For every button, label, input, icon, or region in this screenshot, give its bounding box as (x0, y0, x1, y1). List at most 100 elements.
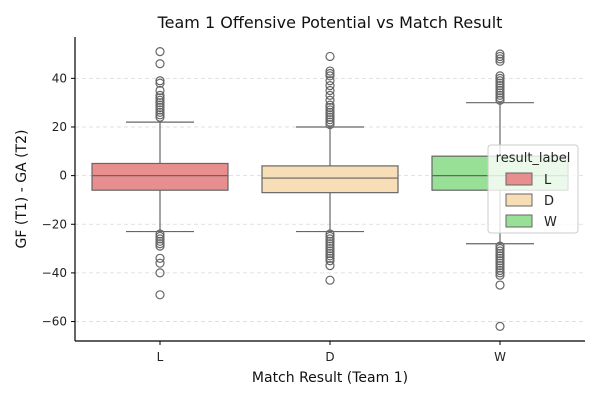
outlier-point (155, 93, 165, 103)
outlier-point (325, 85, 335, 96)
outlier-point (495, 78, 505, 88)
outlier-point (325, 95, 335, 105)
outlier-point (325, 236, 335, 246)
outlier-point (495, 248, 505, 259)
legend-item-D: D (505, 193, 554, 209)
outlier-point (155, 76, 165, 86)
outlier-point (325, 102, 335, 113)
outlier-point (495, 253, 505, 263)
outlier-point (495, 95, 505, 105)
outlier-point (325, 81, 335, 91)
outlier-point (155, 239, 165, 249)
legend-item-L: L (505, 172, 552, 188)
outlier-point (325, 229, 335, 239)
outlier-point (155, 105, 165, 115)
x-tick-label: L (157, 350, 164, 364)
legend-swatch (505, 214, 533, 228)
outlier-point (325, 234, 335, 244)
outlier-point (325, 275, 335, 285)
outlier-point (325, 261, 335, 271)
outlier-point (325, 119, 335, 130)
x-tick-label: W (494, 350, 506, 364)
outlier-point (495, 251, 505, 261)
outlier-point (325, 251, 335, 261)
y-tick-label: 40 (52, 71, 67, 85)
outlier-point (495, 321, 505, 332)
legend-title: result_label (496, 151, 571, 166)
outlier-point (495, 243, 505, 254)
outlier-point (325, 66, 335, 76)
outlier-point (495, 85, 505, 96)
outlier-point (325, 243, 335, 254)
outlier-point (155, 90, 165, 100)
y-axis-label: GF (T1) - GA (T2) (14, 130, 30, 249)
x-axis-label: Match Result (Team 1) (252, 370, 408, 386)
outlier-point (325, 231, 335, 242)
y-tick-label: −40 (42, 266, 67, 280)
y-tick-label: 20 (52, 120, 67, 134)
outlier-point (155, 110, 165, 120)
outlier-point (325, 256, 335, 266)
outlier-point (155, 98, 165, 108)
outlier-point (325, 90, 335, 100)
outlier-point (155, 253, 165, 263)
outlier-point (155, 229, 165, 239)
outlier-point (495, 280, 505, 290)
outlier-point (325, 248, 335, 259)
iqr-box (91, 162, 229, 191)
outlier-point (495, 81, 505, 91)
y-axis-ticks: −60 −40 −20 0 20 40 (42, 71, 75, 329)
outlier-point (325, 253, 335, 263)
outlier-point (495, 270, 505, 280)
outlier-point (495, 268, 505, 278)
outlier-point (325, 115, 335, 125)
outlier-point (495, 90, 505, 100)
outlier-point (325, 241, 335, 251)
outlier-point (495, 256, 505, 266)
outlier-point (325, 51, 335, 62)
outlier-point (155, 59, 165, 69)
outlier-point (495, 73, 505, 83)
outlier-point (325, 105, 335, 115)
box-L (91, 46, 229, 300)
box-D (261, 51, 399, 285)
outlier-point (495, 263, 505, 273)
outlier-point (495, 51, 505, 62)
outlier-point (495, 71, 505, 81)
outlier-point (495, 76, 505, 86)
legend-swatch (505, 193, 533, 207)
legend-label: W (544, 215, 557, 230)
outlier-point (155, 290, 165, 300)
outlier-point (325, 68, 335, 79)
outlier-point (495, 246, 505, 256)
outlier-point (155, 112, 165, 122)
outlier-point (155, 258, 165, 268)
outlier-point (155, 46, 165, 57)
outlier-point (495, 265, 505, 276)
outlier-point (155, 102, 165, 113)
outlier-point (495, 258, 505, 268)
outlier-point (325, 112, 335, 122)
outlier-point (155, 95, 165, 105)
outlier-point (155, 268, 165, 278)
outlier-point (155, 107, 165, 117)
outlier-point (495, 241, 505, 251)
iqr-box (261, 165, 399, 194)
legend-label: L (544, 173, 552, 188)
legend-label: D (544, 194, 554, 209)
outlier-point (495, 49, 505, 59)
legend-item-W: W (505, 214, 557, 230)
outlier-point (495, 54, 505, 64)
outlier-point (155, 231, 165, 242)
outlier-point (155, 236, 165, 246)
outlier-point (325, 107, 335, 117)
y-tick-label: 0 (59, 169, 67, 183)
outlier-point (325, 100, 335, 110)
outlier-point (325, 110, 335, 120)
outlier-point (325, 246, 335, 256)
y-tick-label: −60 (42, 315, 67, 329)
outlier-point (155, 241, 165, 251)
legend: result_label LDW (487, 144, 579, 234)
